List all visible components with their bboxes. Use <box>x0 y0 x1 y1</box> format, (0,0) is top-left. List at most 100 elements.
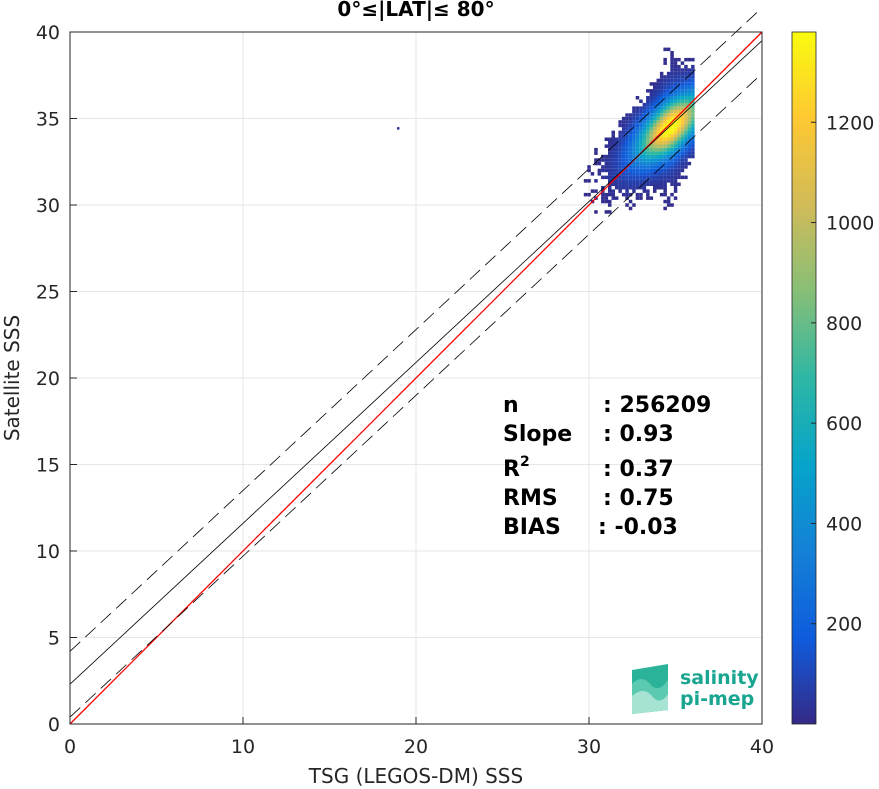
density-cell <box>625 172 629 176</box>
density-cell <box>691 154 695 159</box>
stat-r2-value: : 0.37 <box>603 457 674 482</box>
density-cell <box>673 151 678 155</box>
density-cell <box>653 147 657 152</box>
density-cell <box>639 161 643 166</box>
density-cell <box>649 168 654 173</box>
density-cell <box>628 116 633 121</box>
density-cell <box>608 192 612 197</box>
density-cell <box>684 89 688 93</box>
density-cell <box>649 96 654 100</box>
density-cell <box>632 123 636 128</box>
density-cell <box>628 127 633 131</box>
density-cell <box>663 78 667 83</box>
density-cell <box>608 186 612 190</box>
density-cell <box>687 161 692 166</box>
density-cell <box>628 192 633 197</box>
density-cell <box>608 189 612 193</box>
density-cell <box>666 137 671 141</box>
density-cell <box>646 189 650 193</box>
density-cell <box>639 154 643 159</box>
density-cell <box>666 106 671 110</box>
density-cell <box>656 137 660 141</box>
density-cell <box>653 186 657 190</box>
density-cell <box>601 158 605 162</box>
stat-slope-label: Slope <box>503 422 572 447</box>
density-cell <box>656 175 660 180</box>
density-cell <box>670 168 674 173</box>
salinity-pi-mep-logo: salinity pi-mep <box>632 664 759 714</box>
density-cell <box>691 75 695 79</box>
density-cell <box>673 61 678 65</box>
density-cell <box>653 130 657 135</box>
density-cell <box>659 75 664 79</box>
density-cell <box>673 123 678 128</box>
density-cell <box>618 154 622 159</box>
y-tick-label: 0 <box>48 714 60 736</box>
density-cell <box>635 186 640 190</box>
density-cell <box>597 168 602 173</box>
density-cell <box>656 165 660 169</box>
density-cell <box>666 89 671 93</box>
density-cell <box>670 99 674 103</box>
density-cell <box>621 165 626 169</box>
density-cell <box>677 92 681 96</box>
density-cell <box>646 168 650 173</box>
density-cell <box>673 96 678 100</box>
density-cell <box>666 71 671 76</box>
density-cell <box>635 123 640 128</box>
density-cell <box>659 144 664 148</box>
density-cell <box>618 179 622 183</box>
density-cell <box>594 147 598 152</box>
density-cell <box>663 186 667 190</box>
stat-rms-label: RMS <box>503 486 558 511</box>
density-cell <box>680 71 685 76</box>
density-cell <box>642 189 647 193</box>
density-cell <box>635 168 640 173</box>
density-cell <box>646 120 650 124</box>
density-cell <box>639 134 643 138</box>
density-cell <box>642 168 647 173</box>
density-cell <box>666 99 671 103</box>
density-cell <box>621 147 626 152</box>
density-cell <box>656 99 660 103</box>
density-cell <box>680 116 685 121</box>
density-cell <box>687 75 692 79</box>
density-cell <box>666 165 671 169</box>
density-cell <box>677 161 681 166</box>
density-cell <box>673 141 678 145</box>
density-cell <box>632 120 636 124</box>
density-cell <box>618 120 622 124</box>
density-cell <box>663 130 667 135</box>
density-cell <box>663 75 667 79</box>
density-cell <box>594 158 598 162</box>
density-cell <box>663 144 667 148</box>
density-cell <box>635 192 640 197</box>
density-cell <box>608 141 612 145</box>
density-cell <box>677 154 681 159</box>
density-cell <box>673 134 678 138</box>
density-cell <box>666 47 671 52</box>
density-cell <box>639 109 643 114</box>
density-cell <box>625 130 629 135</box>
density-cell <box>653 141 657 145</box>
y-tick-label: 25 <box>36 282 60 304</box>
density-cell <box>635 165 640 169</box>
density-cell <box>680 89 685 93</box>
density-cell <box>691 137 695 141</box>
density-cell <box>680 78 685 83</box>
density-cell <box>614 179 619 183</box>
density-cell <box>642 106 647 110</box>
density-cell <box>614 144 619 148</box>
density-cell <box>677 109 681 114</box>
density-cell <box>680 68 685 72</box>
density-cell <box>687 123 692 128</box>
density-cell <box>687 113 692 117</box>
density-cell <box>625 127 629 131</box>
density-cell <box>691 92 695 96</box>
x-axis-label: TSG (LEGOS-DM) SSS <box>308 764 523 788</box>
density-cell <box>635 161 640 166</box>
density-cell <box>601 196 605 200</box>
density-cell <box>618 168 622 173</box>
density-cell <box>635 127 640 131</box>
density-cell <box>653 123 657 128</box>
